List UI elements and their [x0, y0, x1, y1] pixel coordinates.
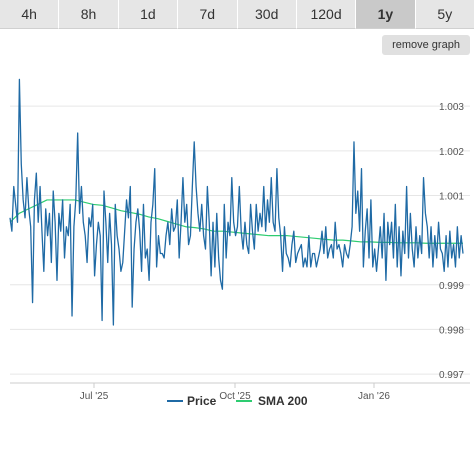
y-tick-label: 0.997 — [439, 370, 464, 381]
legend-sma-200-label: SMA 200 — [258, 394, 308, 408]
tab-7d[interactable]: 7d — [178, 0, 238, 29]
price-line — [9, 78, 464, 326]
x-tick-label: Oct '25 — [219, 391, 251, 402]
tab-30d[interactable]: 30d — [237, 0, 297, 29]
x-tick-label: Jul '25 — [80, 391, 109, 402]
timeframe-tabs: 4h 8h 1d 7d 30d 120d 1y 5y — [0, 0, 474, 30]
tab-1y[interactable]: 1y — [356, 0, 416, 29]
y-axis: 0.997 0.998 0.999 1.001 1.002 1.003 — [439, 102, 464, 381]
tab-5y[interactable]: 5y — [415, 0, 474, 29]
y-tick-label: 0.998 — [439, 325, 464, 336]
tab-120d[interactable]: 120d — [296, 0, 357, 29]
tab-8h[interactable]: 8h — [59, 0, 119, 29]
legend-price-label: Price — [187, 394, 217, 408]
chart-series — [9, 78, 464, 326]
chart-grid — [10, 105, 470, 384]
chart-legend: Price SMA 200 — [167, 394, 308, 408]
tab-4h[interactable]: 4h — [0, 0, 60, 29]
remove-graph-button[interactable]: remove graph — [382, 35, 470, 55]
tab-1d[interactable]: 1d — [118, 0, 179, 29]
x-axis: Jul '25 Oct '25 Jan '26 — [80, 383, 390, 402]
y-tick-label: 1.001 — [439, 191, 464, 202]
x-tick-label: Jan '26 — [358, 391, 390, 402]
y-tick-label: 1.002 — [439, 147, 464, 158]
y-tick-label: 1.003 — [439, 102, 464, 113]
y-tick-label: 0.999 — [439, 281, 464, 292]
